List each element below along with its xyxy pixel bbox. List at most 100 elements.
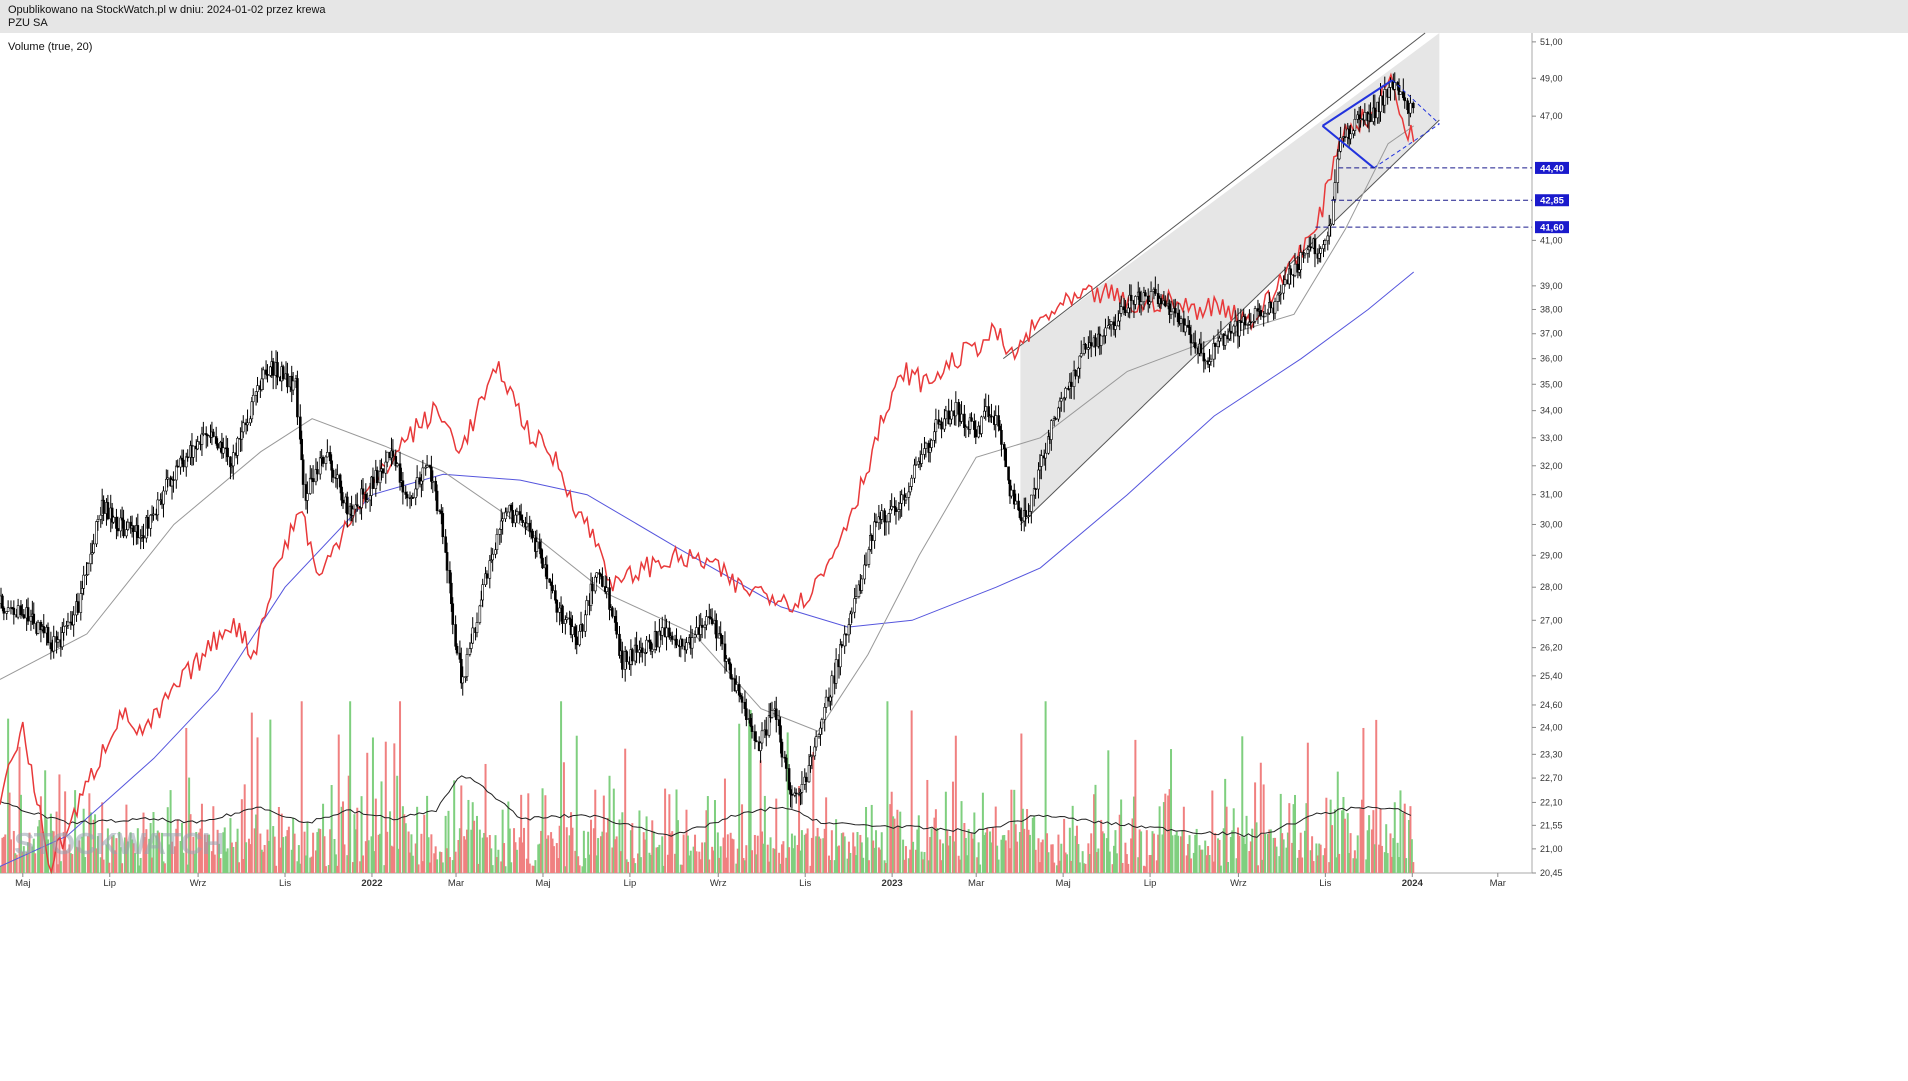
volume-bar <box>416 806 419 873</box>
candle-body <box>638 649 641 653</box>
volume-bar <box>420 833 423 873</box>
volume-bar <box>796 844 799 873</box>
candle-body <box>913 464 916 479</box>
volume-bar <box>88 793 91 873</box>
volume-bar <box>188 777 191 873</box>
volume-bar <box>71 854 74 873</box>
candle-body <box>478 605 482 623</box>
candle-body <box>784 757 788 769</box>
volume-bar <box>551 838 554 873</box>
candle-body <box>814 736 818 748</box>
volume-bar <box>1286 832 1289 873</box>
volume-bar <box>1021 808 1024 873</box>
volume-bar <box>356 807 359 873</box>
candle-body <box>933 431 936 441</box>
candle-body <box>321 457 325 464</box>
volume-bar <box>175 828 178 873</box>
volume-bar <box>1175 831 1178 873</box>
candle-body <box>897 509 901 512</box>
candle-body <box>1018 509 1022 518</box>
volume-bar <box>1107 750 1110 873</box>
volume-bar <box>491 865 494 873</box>
candle-body <box>565 617 569 620</box>
candle-body <box>779 725 782 743</box>
candle-body <box>695 627 698 635</box>
candle-body <box>1154 288 1157 294</box>
volume-bar <box>58 774 61 873</box>
volume-bar <box>970 833 973 873</box>
volume-bar <box>1245 815 1248 873</box>
volume-bar <box>819 838 822 873</box>
volume-bar <box>507 801 510 873</box>
volume-bar <box>930 828 933 873</box>
volume-bar <box>444 815 447 873</box>
candle-body <box>395 463 399 467</box>
volume-bar <box>123 837 126 873</box>
volume-bar <box>119 847 122 873</box>
volume-bar <box>592 828 595 873</box>
volume-bar <box>847 841 850 873</box>
volume-bar <box>106 828 109 873</box>
candle-body <box>174 465 178 481</box>
volume-bar <box>290 849 293 873</box>
price-tick-label: 24,60 <box>1540 700 1563 710</box>
volume-bar <box>112 835 115 873</box>
volume-bar <box>735 863 738 873</box>
candle-body <box>675 638 678 646</box>
candle-body <box>840 644 844 647</box>
volume-bar <box>9 839 12 873</box>
volume-bar <box>1205 855 1208 873</box>
volume-bar <box>608 775 611 873</box>
candle-body <box>1397 85 1401 95</box>
volume-bar <box>1097 848 1100 873</box>
volume-bar <box>587 831 590 873</box>
price-tick-label: 30,00 <box>1540 519 1563 529</box>
candle-body <box>974 429 978 438</box>
volume-bar <box>260 849 263 873</box>
volume-bar <box>1365 859 1368 873</box>
candle-body <box>1218 337 1221 342</box>
date-tick-label: Wrz <box>710 878 727 889</box>
volume-bar <box>742 858 745 873</box>
volume-bar <box>1013 789 1016 873</box>
candle-body <box>49 642 53 650</box>
volume-bar <box>386 831 389 873</box>
candle-body <box>465 654 469 677</box>
candle-body <box>1069 381 1073 387</box>
volume-bar <box>414 843 417 873</box>
candle-body <box>1379 95 1382 113</box>
candle-body <box>1149 291 1153 303</box>
volume-bar <box>62 831 65 873</box>
volume-bar <box>1375 719 1378 873</box>
candle-body <box>1229 330 1233 334</box>
volume-bar <box>1151 831 1154 873</box>
volume-bar <box>81 836 84 873</box>
candle-body <box>1239 320 1243 324</box>
candle-body <box>780 741 784 758</box>
volume-bar <box>1336 771 1339 873</box>
price-tick-label: 32,00 <box>1540 461 1563 471</box>
volume-bar <box>126 841 129 873</box>
candle-body <box>1030 494 1033 512</box>
volume-bar <box>1181 829 1184 873</box>
volume-bar <box>379 833 382 873</box>
volume-bar <box>786 732 789 873</box>
price-tick-label: 36,00 <box>1540 354 1563 364</box>
volume-bar <box>423 814 426 873</box>
volume-bar <box>149 822 152 873</box>
price-axis: 51,00 49,00 47,00 41,00 39,00 38,00 37,00 36,00… <box>1531 33 1563 878</box>
channel-upper-line <box>1002 32 1426 360</box>
volume-bar <box>544 795 547 873</box>
volume-bar <box>799 850 802 873</box>
volume-bar <box>374 798 377 873</box>
candle-body <box>505 511 509 514</box>
volume-bar <box>52 831 55 873</box>
volume-bar <box>1343 818 1346 873</box>
candle-body <box>723 643 727 662</box>
candle-body <box>970 417 973 422</box>
candle-body <box>66 621 70 626</box>
volume-bar <box>597 838 600 873</box>
candle-body <box>271 361 275 376</box>
volume-bar <box>1349 833 1352 873</box>
